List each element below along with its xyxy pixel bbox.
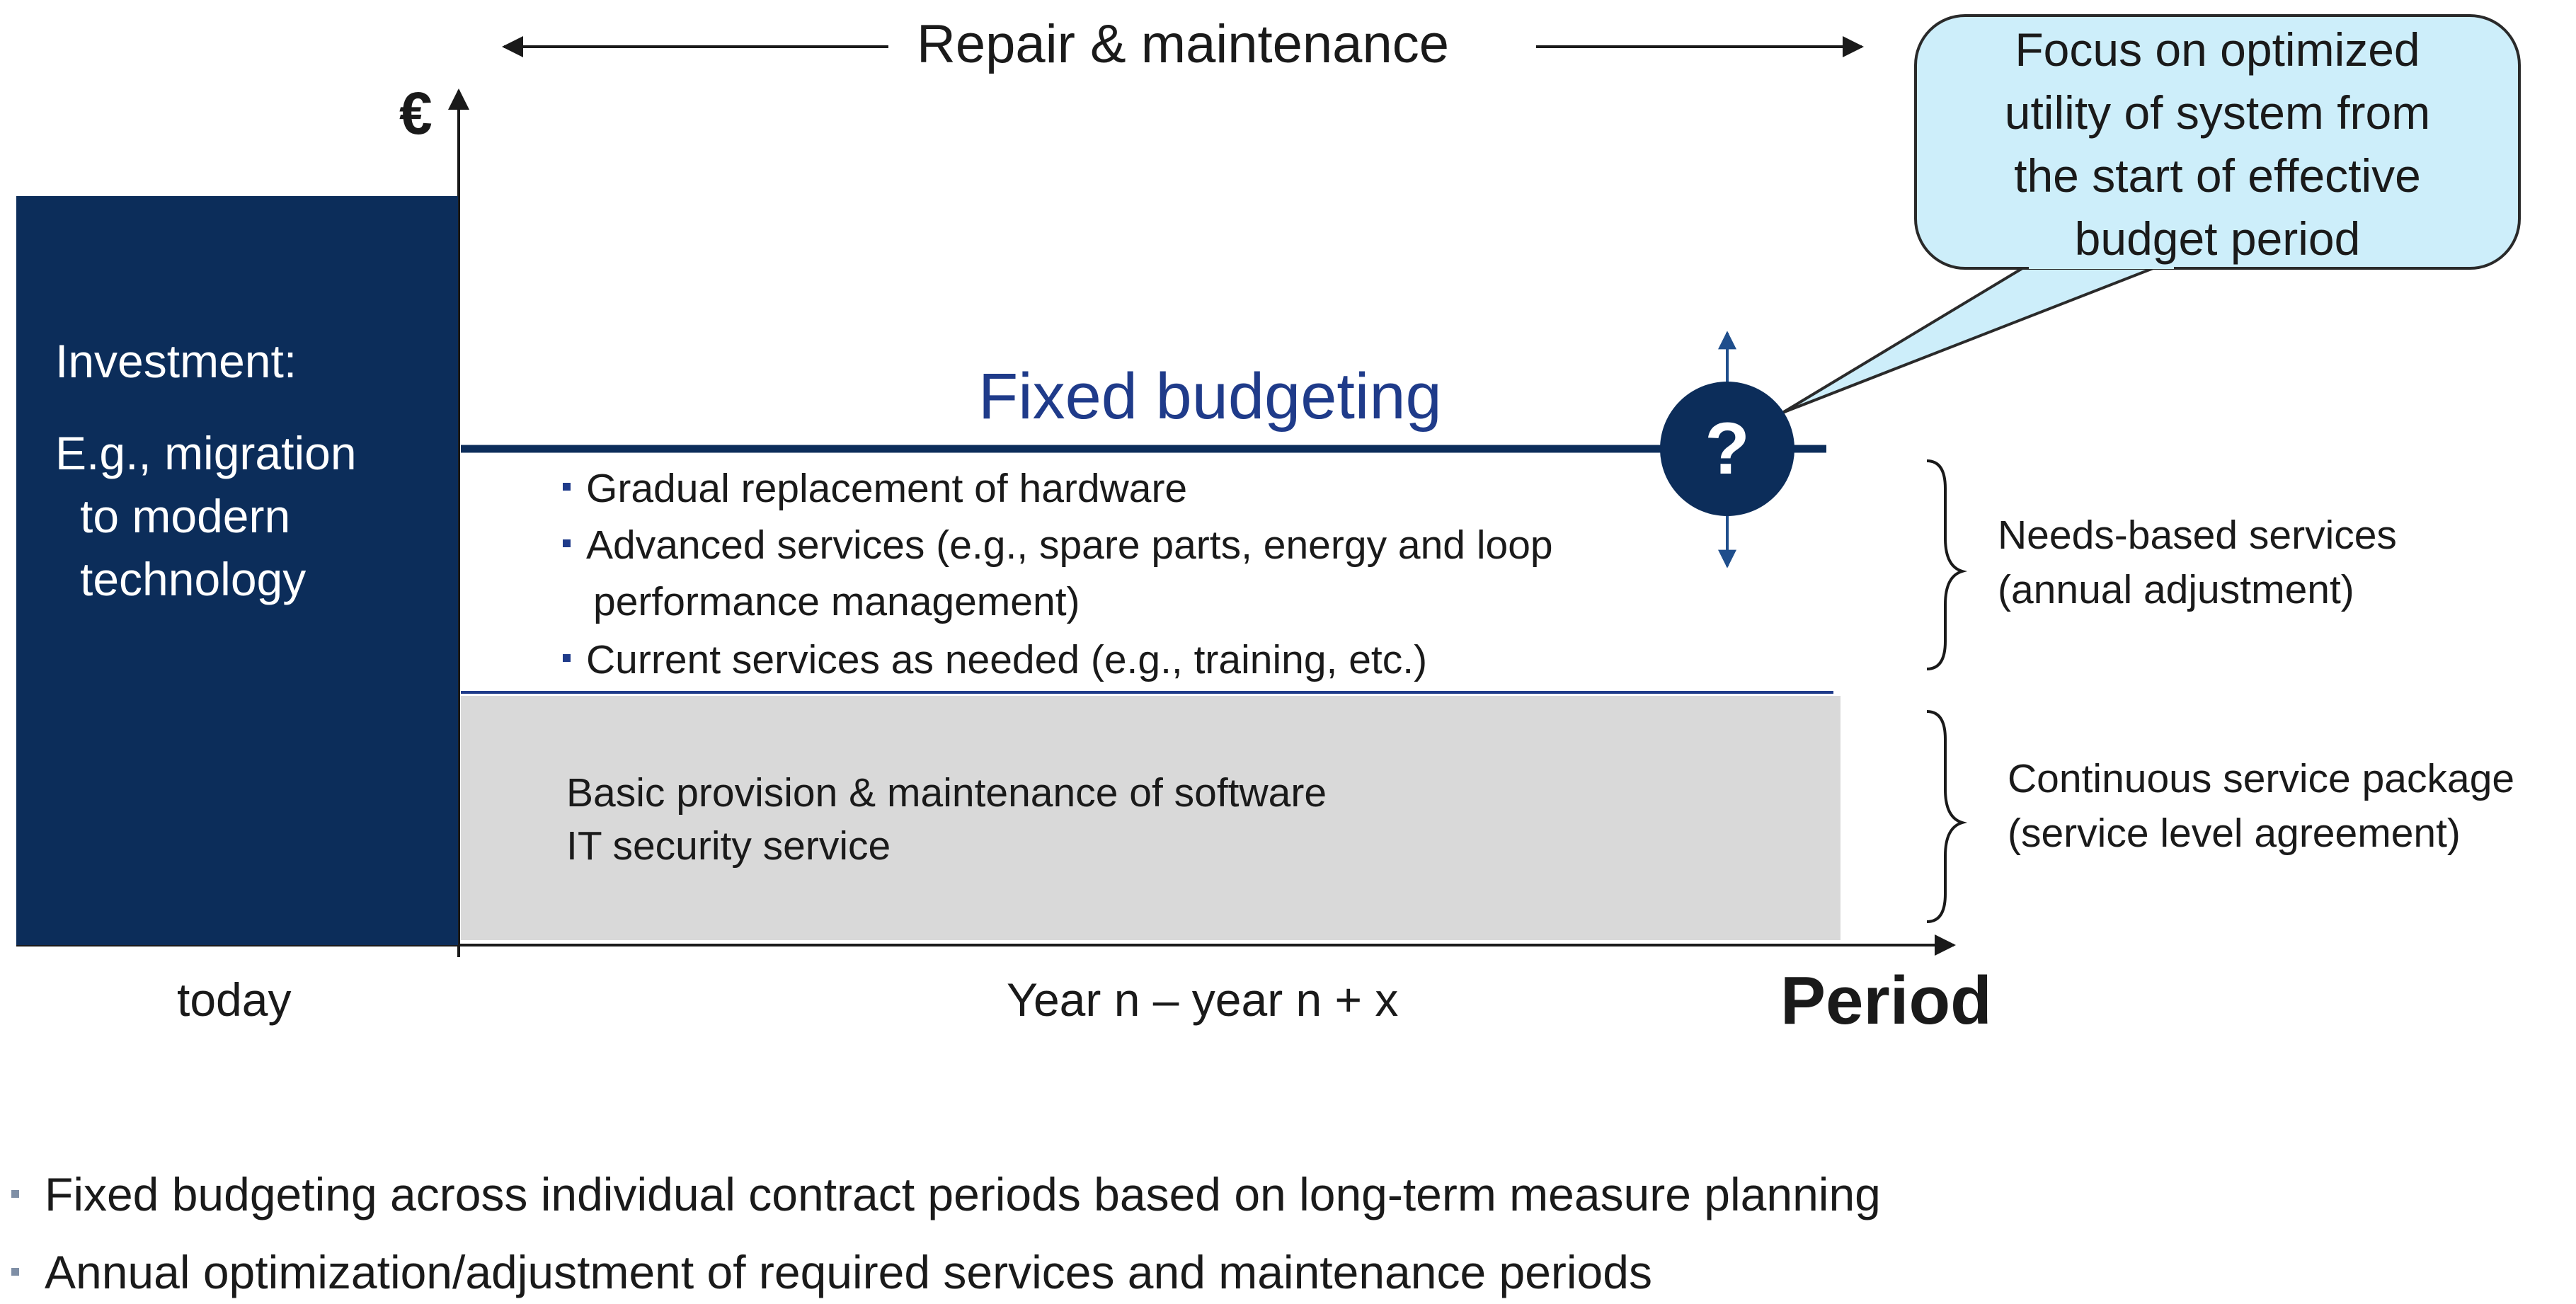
investment-line-1: E.g., migration [55,427,357,479]
needs-item-2: Advanced services (e.g., spare parts, en… [563,517,1553,573]
bullet-square-icon [563,654,571,663]
bullet-square-icon [563,483,571,491]
needs-brace [1926,459,1968,670]
note-1: Fixed budgeting across individual contra… [11,1162,1881,1226]
y-axis-label: € [399,80,433,147]
bullet-square-icon [11,1268,19,1276]
needs-item-1: Gradual replacement of hardware [563,460,1187,517]
continuous-brace-label-2: (service level agreement) [2008,811,2461,856]
continuous-brace-label-1: Continuous service package [2008,756,2515,801]
needs-item-2-text-line-2: performance management) [593,579,1080,624]
x-axis-label: Period [1780,963,1992,1039]
needs-brace-label-1: Needs-based services [1998,513,2397,558]
investment-box [16,196,458,945]
note-2: Annual optimization/adjustment of requir… [11,1240,1652,1304]
fixed-budget-label: Fixed budgeting [978,360,1442,433]
needs-item-3: Current services as needed (e.g., traini… [563,631,1427,688]
needs-item-3-text: Current services as needed (e.g., traini… [586,637,1428,682]
x-axis-today-label: today [177,973,292,1026]
needs-item-2-text-line-1: Advanced services (e.g., spare parts, en… [586,522,1553,568]
investment-line-3: technology [80,553,307,605]
callout-line-4: budget period [2074,212,2361,265]
bullet-square-icon [11,1190,19,1199]
note-2-text: Annual optimization/adjustment of requir… [45,1246,1652,1298]
note-1-text: Fixed budgeting across individual contra… [45,1168,1881,1220]
callout-tail [1781,258,2178,414]
continuous-line-1: Basic provision & maintenance of softwar… [566,770,1327,816]
question-mark: ? [1705,408,1750,490]
continuous-service-box [461,696,1841,940]
x-axis-range-label: Year n – year n + x [1007,973,1399,1026]
question-marker-circle [1660,382,1794,516]
bullet-square-icon [563,539,571,548]
investment-line-2: to modern [80,490,291,542]
needs-item-1-text: Gradual replacement of hardware [586,466,1188,511]
callout-line-3: the start of effective [2014,149,2421,202]
callout-bubble [1914,14,2521,270]
investment-title: Investment: [55,335,297,387]
continuous-line-2: IT security service [566,823,891,869]
callout-line-1: Focus on optimized [2015,23,2420,76]
continuous-brace [1926,710,1968,923]
repair-maintenance-label: Repair & maintenance [917,14,1449,74]
callout-line-2: utility of system from [2004,86,2431,139]
needs-brace-label-2: (annual adjustment) [1998,567,2354,612]
